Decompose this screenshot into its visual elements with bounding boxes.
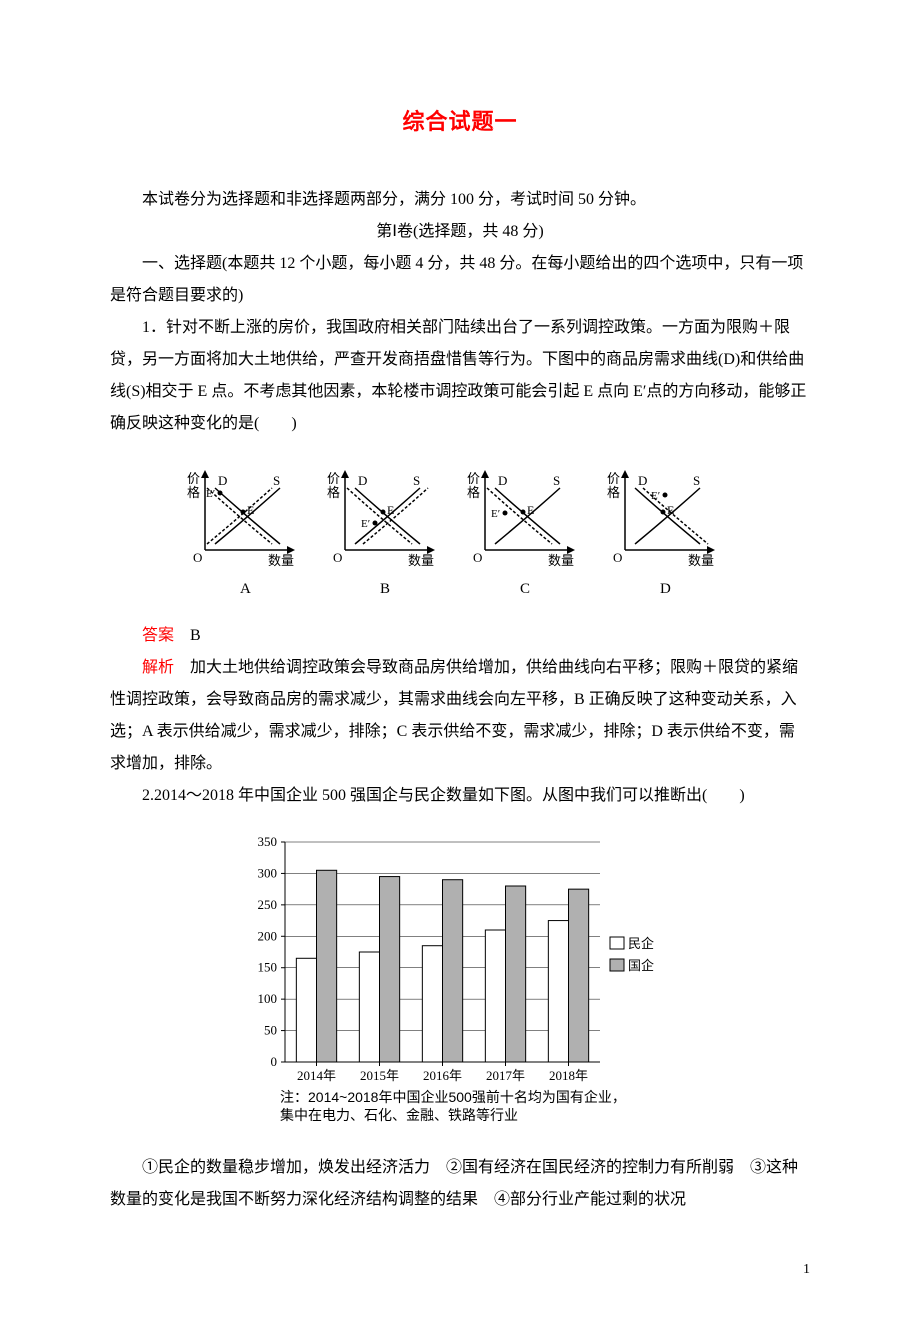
svg-text:D: D (660, 581, 671, 597)
svg-text:300: 300 (258, 865, 278, 880)
svg-text:价: 价 (327, 471, 340, 486)
svg-text:民企: 民企 (628, 936, 654, 951)
svg-text:2018年: 2018年 (549, 1068, 588, 1083)
svg-text:价: 价 (607, 471, 620, 486)
answer-label: 答案 (142, 627, 174, 644)
instructions: 一、选择题(本题共 12 个小题，每小题 4 分，共 48 分。在每小题给出的四… (110, 248, 810, 312)
svg-text:50: 50 (264, 1023, 277, 1038)
svg-text:格: 格 (467, 485, 480, 500)
q2-options: ①民企的数量稳步增加，焕发出经济活力 ②国有经济在国民经济的控制力有所削弱 ③这… (110, 1152, 810, 1216)
svg-text:数量: 数量 (268, 553, 294, 568)
q1-answer-line: 答案 B (110, 620, 810, 652)
q1-text: 1．针对不断上涨的房价，我国政府相关部门陆续出台了一系列调控政策。一方面为限购＋… (110, 312, 810, 440)
q1-analysis: 加大土地供给调控政策会导致商品房供给增加，供给曲线向右平移；限购＋限贷的紧缩性调… (110, 659, 798, 772)
svg-text:S: S (693, 473, 700, 488)
q1-analysis-line: 解析 加大土地供给调控政策会导致商品房供给增加，供给曲线向右平移；限购＋限贷的紧… (110, 652, 810, 780)
svg-text:D: D (638, 473, 647, 488)
svg-text:2017年: 2017年 (486, 1068, 525, 1083)
svg-text:0: 0 (271, 1054, 278, 1069)
q1-figure: 价格数量ODSEE′A价格数量ODSEE′B价格数量ODSEE′C价格数量ODS… (110, 455, 810, 605)
svg-text:集中在电力、石化、金融、铁路等行业: 集中在电力、石化、金融、铁路等行业 (280, 1107, 518, 1123)
page-number: 1 (110, 1256, 810, 1284)
svg-text:B: B (380, 581, 390, 597)
svg-text:E′: E′ (361, 518, 370, 530)
svg-text:E: E (667, 503, 674, 517)
svg-text:S: S (553, 473, 560, 488)
bar-chart: 0 50 100 150 200 250 300 350 2014年 2015年 2016年 2017… (230, 827, 690, 1137)
svg-text:C: C (520, 581, 530, 597)
svg-text:200: 200 (258, 928, 278, 943)
svg-text:D: D (498, 473, 507, 488)
svg-text:格: 格 (327, 485, 340, 500)
svg-text:格: 格 (187, 485, 200, 500)
svg-text:E′: E′ (651, 490, 660, 502)
svg-text:E: E (247, 503, 254, 517)
svg-text:D: D (358, 473, 367, 488)
svg-text:O: O (193, 550, 202, 565)
section-header: 第Ⅰ卷(选择题，共 48 分) (110, 216, 810, 248)
intro-text: 本试卷分为选择题和非选择题两部分，满分 100 分，考试时间 50 分钟。 (110, 184, 810, 216)
svg-text:2014年: 2014年 (297, 1068, 336, 1083)
svg-text:数量: 数量 (408, 553, 434, 568)
svg-text:250: 250 (258, 897, 278, 912)
svg-text:数量: 数量 (548, 553, 574, 568)
svg-text:O: O (613, 550, 622, 565)
svg-text:O: O (473, 550, 482, 565)
svg-text:A: A (240, 581, 251, 597)
svg-text:E: E (387, 503, 394, 517)
q2-text: 2.2014～2018 年中国企业 500 强国企与民企数量如下图。从图中我们可… (110, 780, 810, 812)
supply-demand-charts: 价格数量ODSEE′A价格数量ODSEE′B价格数量ODSEE′C价格数量ODS… (180, 455, 740, 605)
svg-text:O: O (333, 550, 342, 565)
q1-answer: B (174, 627, 201, 644)
analysis-label: 解析 (142, 659, 174, 676)
svg-text:2016年: 2016年 (423, 1068, 462, 1083)
svg-text:100: 100 (258, 991, 278, 1006)
svg-text:E′: E′ (206, 488, 215, 500)
page-title: 综合试题一 (110, 100, 810, 144)
q2-figure: 0 50 100 150 200 250 300 350 2014年 2015年 2016年 2017… (110, 827, 810, 1137)
svg-text:格: 格 (607, 485, 620, 500)
svg-text:S: S (413, 473, 420, 488)
svg-text:数量: 数量 (688, 553, 714, 568)
svg-text:350: 350 (258, 834, 278, 849)
svg-text:S: S (273, 473, 280, 488)
svg-text:价: 价 (187, 471, 200, 486)
svg-text:价: 价 (467, 471, 480, 486)
svg-text:E′: E′ (491, 508, 500, 520)
svg-text:E: E (527, 503, 534, 517)
svg-text:注：2014~2018年中国企业500强前十名均为国有企业，: 注：2014~2018年中国企业500强前十名均为国有企业， (280, 1089, 626, 1105)
svg-text:国企: 国企 (628, 958, 654, 973)
svg-text:D: D (218, 473, 227, 488)
svg-text:150: 150 (258, 960, 278, 975)
svg-text:2015年: 2015年 (360, 1068, 399, 1083)
